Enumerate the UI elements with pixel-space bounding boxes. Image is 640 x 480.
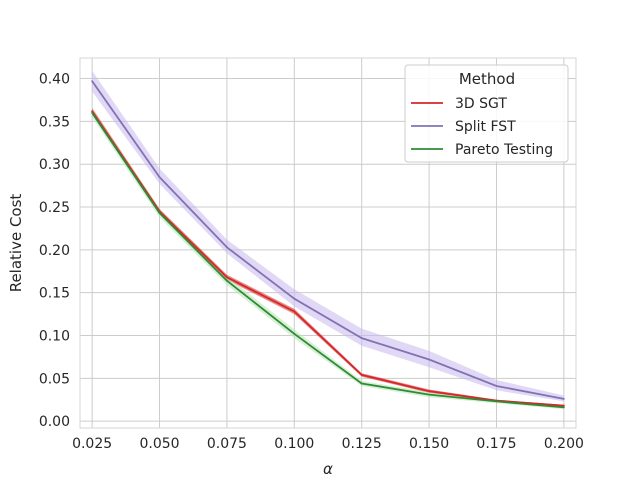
- split-fst-point: [158, 176, 161, 179]
- legend-label: 3D SGT: [455, 96, 507, 112]
- x-axis-label: α: [323, 460, 333, 478]
- y-tick-labels: 0.00 0.05 0.10 0.15 0.20 0.25 0.30 0.35 0.40: [39, 72, 70, 431]
- legend-item-pareto-testing: Pareto Testing: [411, 142, 553, 158]
- split-fst-line: [91, 80, 565, 400]
- y-tick-label: 0.25: [39, 200, 70, 216]
- x-tick-label: 0.075: [207, 436, 247, 452]
- y-tick-label: 0.20: [39, 243, 70, 259]
- split-fst-point: [293, 297, 296, 300]
- x-tick-label: 0.175: [476, 436, 516, 452]
- split-fst-point: [428, 358, 430, 361]
- pareto-testing-point: [226, 279, 228, 282]
- y-tick-label: 0.30: [39, 157, 70, 173]
- pareto-testing-point: [495, 400, 498, 403]
- x-tick-labels: 0.025 0.050 0.075 0.100 0.125 0.150 0.175 0.200: [72, 436, 584, 452]
- x-tick-label: 0.050: [139, 436, 179, 452]
- y-tick-label: 0.40: [39, 72, 70, 88]
- 3d-sgt-point: [226, 276, 228, 279]
- legend-title: Method: [459, 70, 515, 88]
- pareto-testing-point: [428, 393, 430, 396]
- x-tick-label: 0.200: [544, 436, 584, 452]
- x-tick-label: 0.125: [342, 436, 382, 452]
- x-tick-label: 0.100: [274, 436, 314, 452]
- y-tick-label: 0.05: [39, 371, 70, 387]
- legend-item-split-fst: Split FST: [411, 119, 516, 135]
- 3d-sgt-point: [563, 404, 565, 407]
- split-fst-point: [91, 80, 93, 82]
- plot-frame: [79, 57, 577, 429]
- x-tick-label: 0.150: [409, 436, 449, 452]
- legend-label: Pareto Testing: [455, 142, 553, 158]
- legend-box: [404, 64, 569, 163]
- y-tick-label: 0.35: [39, 114, 70, 130]
- pareto-testing-point: [360, 382, 363, 385]
- y-tick-label: 0.00: [39, 414, 70, 430]
- legend-label: Split FST: [455, 119, 516, 135]
- pareto-testing-point: [293, 332, 296, 335]
- split-fst-point: [495, 385, 498, 387]
- legend: Method 3D SGT Split FST Pareto Testing: [404, 64, 569, 163]
- 3d-sgt-point: [91, 110, 93, 112]
- 3d-sgt-point: [360, 374, 363, 376]
- pareto-testing-point: [91, 111, 93, 114]
- pareto-testing-line: [91, 112, 564, 409]
- 3d-sgt-point: [428, 390, 430, 393]
- series-lines: [91, 80, 565, 409]
- split-fst-point: [563, 398, 565, 400]
- split-fst-point: [226, 246, 228, 249]
- pareto-testing-point: [158, 212, 161, 214]
- 3d-sgt-line: [91, 110, 564, 407]
- 3d-sgt-point: [293, 310, 296, 313]
- y-tick-label: 0.15: [39, 286, 70, 302]
- y-axis-label: Relative Cost: [7, 194, 25, 293]
- y-tick-label: 0.10: [39, 329, 70, 345]
- split-fst-point: [360, 337, 363, 339]
- x-tick-label: 0.025: [72, 436, 112, 452]
- pareto-testing-point: [563, 406, 565, 409]
- legend-item-3d-sgt: 3D SGT: [411, 96, 507, 112]
